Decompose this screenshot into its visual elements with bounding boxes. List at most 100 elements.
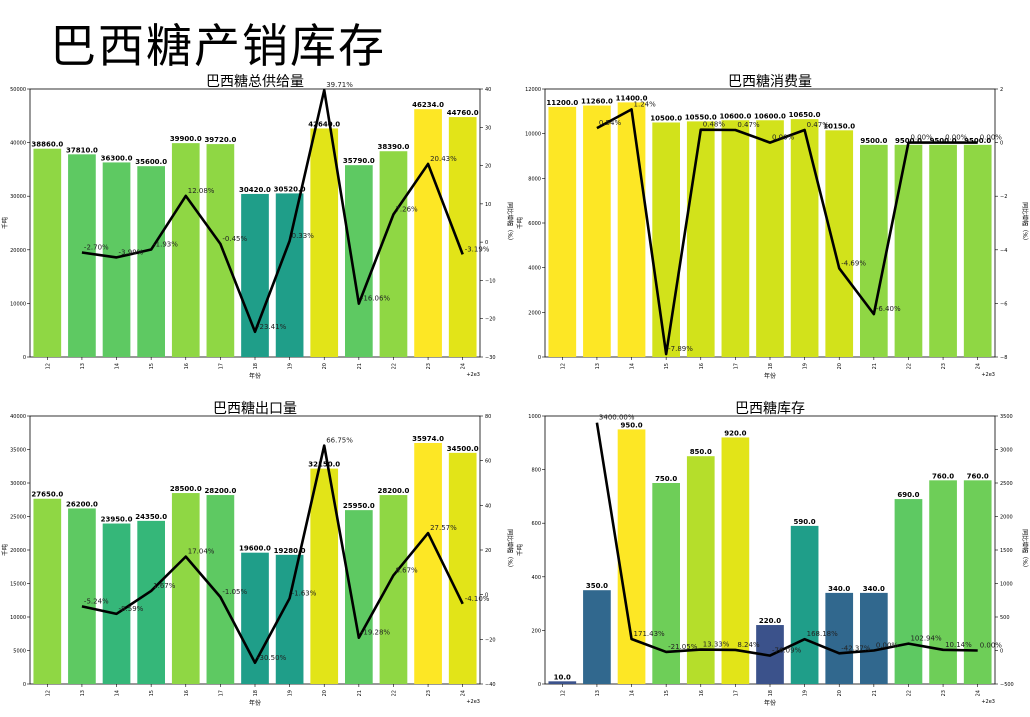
bar bbox=[137, 166, 165, 357]
bar bbox=[963, 480, 992, 684]
y-tick-label: 20000 bbox=[10, 248, 26, 254]
bar bbox=[929, 480, 957, 684]
x-tick-label: 17 bbox=[218, 363, 224, 369]
bar bbox=[548, 106, 577, 357]
y-tick-label: 0 bbox=[538, 355, 541, 361]
growth-label: -42.37% bbox=[841, 644, 871, 652]
x-tick-label: 19 bbox=[288, 690, 294, 696]
bar bbox=[894, 499, 923, 684]
bar-value-label: 920.0 bbox=[724, 429, 746, 437]
x-tick-label: 13 bbox=[595, 690, 601, 696]
bar-value-label: 9500.0 bbox=[964, 137, 991, 145]
x-tick-label: 24 bbox=[976, 363, 982, 369]
y-tick-label: 4000 bbox=[528, 266, 541, 272]
growth-label: -1.93% bbox=[153, 241, 178, 249]
bar-value-label: 10550.0 bbox=[685, 113, 717, 121]
bar-value-label: 9500.0 bbox=[895, 137, 922, 145]
growth-label: -4.69% bbox=[841, 259, 866, 267]
growth-label: -76.09% bbox=[772, 647, 802, 655]
x-tick-label: 21 bbox=[872, 363, 878, 369]
chart-title: 巴西糖消费量 bbox=[728, 74, 812, 90]
x-tick-label: 13 bbox=[80, 363, 86, 369]
x-tick-label: 15 bbox=[149, 363, 155, 369]
growth-line bbox=[596, 108, 978, 356]
growth-label: -7.89% bbox=[668, 345, 693, 353]
x-tick-label: 14 bbox=[115, 690, 121, 696]
x-tick-label: 16 bbox=[184, 690, 190, 696]
bar-value-label: 35790.0 bbox=[343, 157, 375, 165]
bar-value-label: 350.0 bbox=[586, 582, 608, 590]
x-tick-label: 14 bbox=[115, 363, 121, 369]
x-tick-label: 20 bbox=[322, 363, 328, 369]
x-tick-label: 16 bbox=[699, 363, 705, 369]
x-tick-label: 17 bbox=[733, 363, 739, 369]
bar bbox=[379, 151, 408, 357]
growth-label: 0.00% bbox=[945, 134, 968, 142]
bar bbox=[825, 592, 854, 684]
bar bbox=[860, 144, 888, 357]
bar-value-label: 19600.0 bbox=[239, 545, 271, 553]
y2-tick-label: −20 bbox=[485, 637, 496, 643]
growth-label: 168.18% bbox=[807, 630, 838, 638]
growth-label: 0.00% bbox=[980, 134, 1003, 142]
x-tick-label: 13 bbox=[595, 363, 601, 369]
growth-label: -16.06% bbox=[361, 295, 391, 303]
bar bbox=[652, 122, 680, 357]
x-tick-label: 20 bbox=[837, 363, 843, 369]
x-tick-label: 23 bbox=[941, 363, 947, 369]
bar bbox=[448, 117, 477, 357]
bar-value-label: 10600.0 bbox=[719, 112, 751, 120]
bar bbox=[310, 128, 339, 357]
y2-tick-label: −500 bbox=[1000, 682, 1014, 688]
growth-label: 3400.00% bbox=[599, 414, 635, 422]
growth-line bbox=[81, 444, 464, 665]
growth-label: -5.24% bbox=[84, 597, 109, 605]
bar-value-label: 34500.0 bbox=[447, 445, 479, 453]
bar-value-label: 760.0 bbox=[967, 472, 989, 480]
y2-axis-label: 同比增幅（%） bbox=[506, 202, 514, 244]
y-axis-label: 千吨 bbox=[516, 217, 524, 229]
bar bbox=[345, 510, 373, 684]
bar-value-label: 24350.0 bbox=[135, 513, 167, 521]
y-tick-label: 40000 bbox=[10, 141, 26, 147]
x-tick-label: 22 bbox=[391, 363, 397, 369]
bar-value-label: 38390.0 bbox=[378, 143, 410, 151]
bar bbox=[310, 468, 339, 684]
growth-label: 10.14% bbox=[945, 641, 972, 649]
bar-value-label: 340.0 bbox=[863, 585, 885, 593]
y-tick-label: 10000 bbox=[525, 132, 541, 138]
bar bbox=[825, 130, 854, 357]
x-tick-label: 18 bbox=[253, 363, 259, 369]
bar bbox=[206, 144, 235, 357]
y-tick-label: 15000 bbox=[10, 582, 26, 588]
y-tick-label: 50000 bbox=[10, 87, 26, 93]
y-tick-label: 6000 bbox=[528, 221, 541, 227]
y-tick-label: 20000 bbox=[10, 548, 26, 554]
y2-tick-label: 1000 bbox=[1000, 582, 1013, 588]
y2-tick-label: 30 bbox=[485, 125, 491, 131]
y2-tick-label: 20 bbox=[485, 164, 491, 170]
y-tick-label: 400 bbox=[531, 575, 541, 581]
y-tick-label: 10000 bbox=[10, 615, 26, 621]
x-axis-label: 年份 bbox=[764, 372, 776, 380]
chart-title: 巴西糖总供给量 bbox=[206, 74, 304, 90]
growth-label: -4.10% bbox=[465, 595, 490, 603]
y2-tick-label: 10 bbox=[485, 202, 491, 208]
y2-tick-label: 0 bbox=[1000, 649, 1003, 655]
y-tick-label: 800 bbox=[531, 468, 541, 474]
bar-value-label: 220.0 bbox=[759, 617, 781, 625]
growth-label: -6.40% bbox=[876, 305, 901, 313]
x-tick-label: 15 bbox=[664, 363, 670, 369]
x-tick-label: 18 bbox=[768, 690, 774, 696]
growth-label: 13.33% bbox=[703, 641, 730, 649]
y2-axis-label: 同比增幅（%） bbox=[1021, 202, 1029, 244]
x-offset-label: +2e3 bbox=[981, 372, 995, 378]
growth-label: -1.05% bbox=[222, 588, 247, 596]
bar bbox=[963, 144, 992, 357]
bar-value-label: 46234.0 bbox=[412, 101, 444, 109]
y-axis-label: 千吨 bbox=[516, 544, 524, 556]
x-offset-label: +2e3 bbox=[466, 372, 480, 378]
growth-label: 0.47% bbox=[737, 121, 760, 129]
growth-line bbox=[595, 422, 978, 657]
bar-value-label: 38860.0 bbox=[31, 141, 63, 149]
